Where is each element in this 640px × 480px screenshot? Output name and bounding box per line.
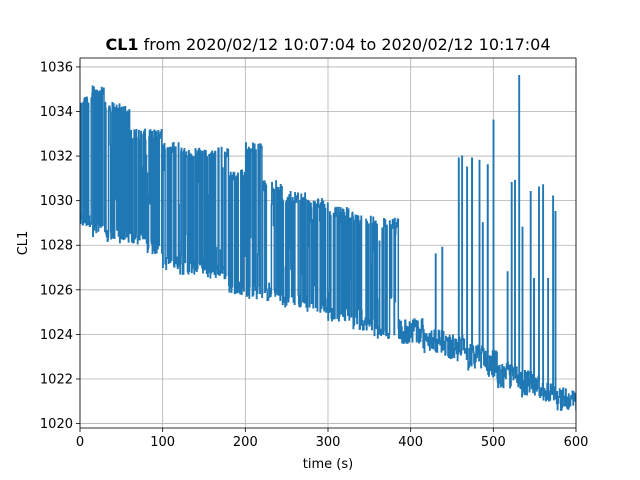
x-tick-label: 400	[398, 435, 423, 450]
y-tick-label: 1022	[40, 372, 73, 387]
y-tick-label: 1034	[40, 105, 73, 120]
y-tick-label: 1024	[40, 328, 73, 343]
x-tick-label: 500	[481, 435, 506, 450]
x-tick-label: 300	[316, 435, 341, 450]
y-tick-label: 1020	[40, 417, 73, 432]
x-tick-label: 600	[564, 435, 589, 450]
series-line-cl1	[80, 75, 576, 411]
y-tick-label: 1026	[40, 283, 73, 298]
x-axis: 0 100 200 300 400 500 600	[76, 428, 589, 450]
y-tick-label: 1028	[40, 239, 73, 254]
x-tick-label: 0	[76, 435, 84, 450]
y-tick-label: 1030	[40, 194, 73, 209]
chart-title-bold: CL1	[105, 35, 138, 54]
x-axis-label: time (s)	[303, 457, 353, 472]
x-tick-label: 200	[233, 435, 258, 450]
chart-title: CL1 from 2020/02/12 10:07:04 to 2020/02/…	[105, 35, 550, 54]
chart-title-rest: from 2020/02/12 10:07:04 to 2020/02/12 1…	[139, 35, 551, 54]
x-tick-label: 100	[150, 435, 175, 450]
y-axis: 1020 1022 1024 1026 1028 1030 1032 1034 1036	[40, 60, 80, 432]
y-tick-label: 1036	[40, 60, 73, 75]
y-axis-label: CL1	[16, 231, 31, 256]
y-tick-label: 1032	[40, 150, 73, 165]
